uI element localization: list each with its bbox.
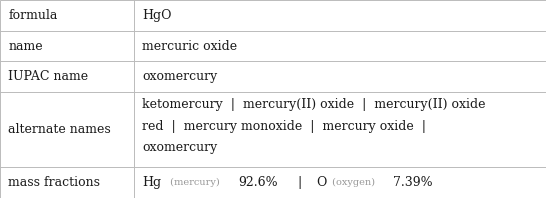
Text: 7.39%: 7.39% xyxy=(393,176,432,189)
Text: mass fractions: mass fractions xyxy=(8,176,100,189)
Text: alternate names: alternate names xyxy=(8,123,111,136)
Text: Hg: Hg xyxy=(142,176,161,189)
Text: oxomercury: oxomercury xyxy=(142,70,217,83)
Text: oxomercury: oxomercury xyxy=(142,141,217,154)
Text: (oxygen): (oxygen) xyxy=(329,178,378,187)
Text: formula: formula xyxy=(8,9,57,22)
Text: ketomercury  |  mercury(II) oxide  |  mercury(II) oxide: ketomercury | mercury(II) oxide | mercur… xyxy=(142,98,485,111)
Text: red  |  mercury monoxide  |  mercury oxide  |: red | mercury monoxide | mercury oxide | xyxy=(142,120,426,133)
Text: HgO: HgO xyxy=(142,9,171,22)
Text: IUPAC name: IUPAC name xyxy=(8,70,88,83)
Text: mercuric oxide: mercuric oxide xyxy=(142,40,237,52)
Text: (mercury): (mercury) xyxy=(167,178,223,187)
Text: |: | xyxy=(290,176,310,189)
Text: O: O xyxy=(316,176,327,189)
Text: 92.6%: 92.6% xyxy=(239,176,278,189)
Text: name: name xyxy=(8,40,43,52)
